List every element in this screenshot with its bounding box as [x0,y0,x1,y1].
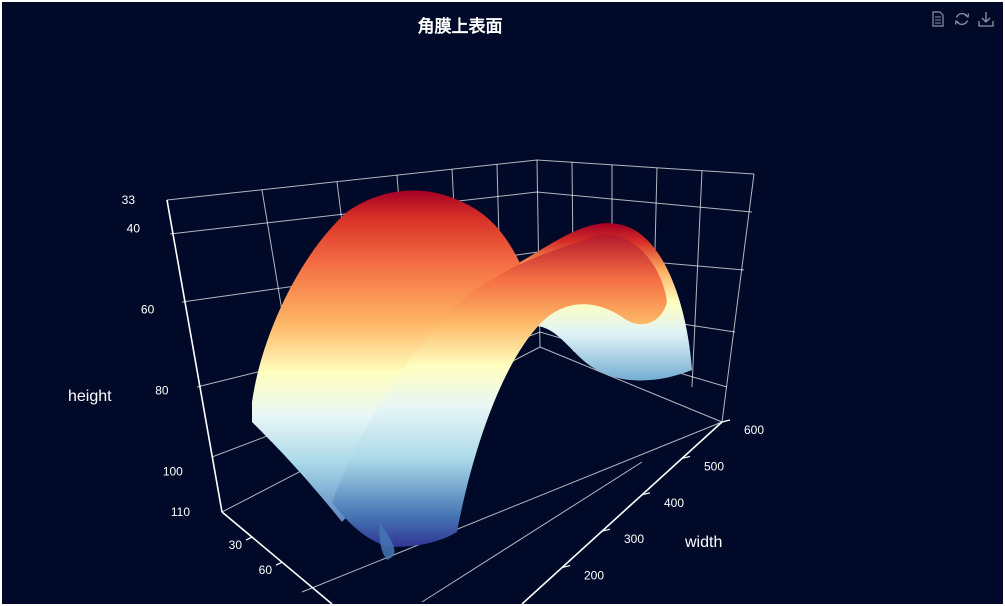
z-tick-label-110: 110 [171,505,190,519]
x-axis-line [521,421,723,604]
x-axis-label: width [684,534,722,551]
x-tick-mark-400 [641,492,651,496]
x-tick-mark-600 [721,419,731,423]
data-view-icon[interactable] [929,10,947,28]
surface-mesh [252,190,692,560]
surface-front-dropoff [379,522,395,560]
x-tick-label-400: 400 [664,496,684,510]
z-tick-label-80: 80 [155,383,169,397]
x-tick-label-300: 300 [624,532,644,546]
x-tick-mark-300 [601,528,611,532]
y-tick-label-30: 30 [229,538,243,552]
z-tick-label-60: 60 [141,302,155,316]
x-tick-mark-500 [681,455,691,459]
axes-front [166,199,723,604]
back-wall-top-right [536,159,755,175]
toolbox [929,10,995,28]
x-tick-label-500: 500 [704,459,724,473]
x-tick-mark-200 [561,565,571,569]
y-tick-mark-30 [245,536,253,541]
back-wall-vertical-right [721,173,755,423]
save-image-icon[interactable] [977,10,995,28]
floor-grid-2 [539,346,723,423]
floor-grid-3 [301,421,723,593]
z-axis-line [166,199,223,513]
surface-left-dome [252,190,522,522]
chart-title: 角膜上表面 [417,17,503,37]
back-wall-top-left [166,159,538,201]
tick-group: 33 40 60 80 100 110 200 300 400 500 600 30 60 [122,193,765,583]
surface-front-ridge [332,234,667,547]
floor-grid-4 [421,461,643,603]
z-tick-label-33: 33 [122,193,136,207]
back-wall-grid-v9 [691,170,703,388]
z-tick-label-100: 100 [163,464,183,478]
y-tick-mark-60 [275,561,283,566]
back-wall-grid-h1 [169,191,753,235]
y-tick-label-60: 60 [259,563,273,577]
z-axis-label: height [68,388,112,405]
x-tick-label-200: 200 [584,569,604,583]
z-tick-label-40: 40 [127,221,141,235]
restore-icon[interactable] [953,10,971,28]
x-tick-label-600: 600 [744,423,764,437]
y-axis-line [221,511,333,604]
